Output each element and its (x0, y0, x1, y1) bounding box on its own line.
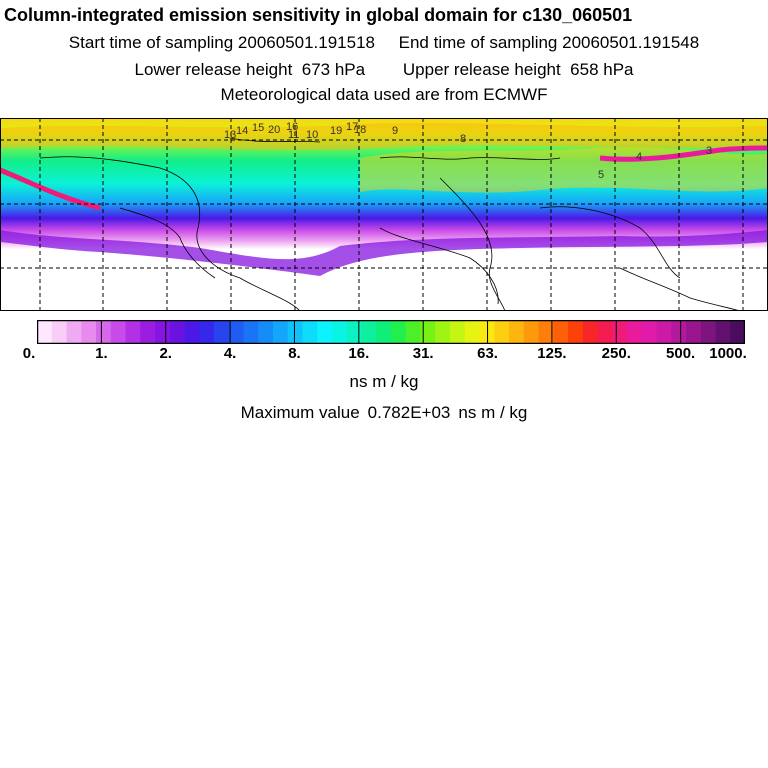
colorbar-cell (391, 320, 407, 344)
colorbar-cell (361, 320, 377, 344)
emission-sensitivity-map: 13 14 15 16 17 18 20 11 10 19 9 8 5 4 3 (0, 118, 768, 311)
colorbar-cell (81, 320, 97, 344)
colorbar-cell (169, 320, 185, 344)
colorbar-tick-label: 4. (223, 345, 237, 362)
colorbar-cell (700, 320, 716, 344)
colorbar-cell (715, 320, 731, 344)
colorbar-cell (199, 320, 215, 344)
colorbar-units: ns m / kg (349, 372, 419, 391)
colorbar-cell (582, 320, 598, 344)
colorbar-tick-label: 500. (666, 345, 696, 362)
colorbar-cell (656, 320, 672, 344)
colorbar-tick-label: 1. (95, 345, 108, 362)
start-time: Start time of sampling 20060501.191518 (68, 33, 376, 52)
colorbar-cell (450, 320, 466, 344)
plume-label: 8 (460, 133, 466, 145)
colorbar-cell (686, 320, 702, 344)
plume-label: 4 (636, 151, 642, 163)
plume-label: 16 (286, 121, 298, 133)
colorbar-cell (302, 320, 318, 344)
colorbar-cell (464, 320, 480, 344)
colorbar-cell (509, 320, 525, 344)
plume-track-east (599, 145, 768, 162)
plume-label: 11 (288, 129, 299, 141)
colorbar-cell (228, 320, 244, 344)
colorbar-cell (494, 320, 510, 344)
colorbar-tick-label: 8. (288, 345, 301, 362)
colorbar-cell (214, 320, 230, 344)
colorbar-cell (51, 320, 67, 344)
plume-label: 13 (224, 129, 236, 141)
plume-label: 3 (706, 145, 712, 157)
max-label: Maximum value (240, 403, 360, 422)
colorbar-cell (435, 320, 451, 344)
colorbar-cell (730, 320, 745, 344)
plume-label: 14 (236, 125, 248, 137)
coastlines (39, 137, 741, 311)
colorbar-cell (96, 320, 112, 344)
colorbar-cell (140, 320, 156, 344)
colorbar-cell (538, 320, 554, 344)
plume-label: 17 (346, 121, 358, 133)
colorbar (37, 320, 745, 344)
colorbar-frame (37, 320, 745, 344)
colorbar-cell (110, 320, 126, 344)
colorbar-cell (243, 320, 259, 344)
colorbar-cell (258, 320, 274, 344)
colorbar-cell (641, 320, 657, 344)
colorbar-tick-label: 250. (601, 345, 631, 362)
plume-label: 9 (392, 125, 398, 137)
colorbar-cell (287, 320, 303, 344)
release-heights: Lower release height 673 hPa Upper relea… (0, 60, 768, 80)
plume-label: 10 (306, 129, 318, 141)
met-data-note: Meteorological data used are from ECMWF (220, 85, 548, 104)
upper-release-height: Upper release height 658 hPa (402, 60, 634, 79)
colorbar-cell (671, 320, 687, 344)
lower-release-height: Lower release height 673 hPa (134, 60, 366, 79)
colorbar-tick-label: 2. (159, 345, 172, 362)
colorbar-cell (597, 320, 613, 344)
colorbar-tick-label: 63. (477, 345, 498, 362)
plume-label: 19 (330, 125, 342, 137)
max-units: ns m / kg (458, 403, 528, 422)
purple-fringe (0, 230, 768, 276)
colorbar-cell (155, 320, 171, 344)
sampling-times: Start time of sampling 20060501.191518 E… (0, 33, 768, 53)
colorbar-cell (37, 320, 53, 344)
colorbar-tick-label: 125. (537, 345, 567, 362)
plume-label: 5 (598, 169, 604, 181)
plume-age-labels: 13 14 15 16 17 18 20 11 10 19 9 8 5 4 3 (224, 121, 712, 181)
colorbar-cell (405, 320, 421, 344)
colorbar-cell (612, 320, 628, 344)
colorbar-tick-label: 31. (412, 345, 434, 362)
northern-high-band (0, 123, 768, 150)
plume-label: 18 (354, 124, 366, 136)
colorbar-cell (553, 320, 569, 344)
plume-label: 20 (268, 124, 280, 136)
colorbar-tick-label: 0. (22, 345, 36, 362)
colorbar-tick-label: 1000. (709, 345, 747, 362)
colorbar-cell (273, 320, 289, 344)
colorbar-cell (523, 320, 539, 344)
colorbar-cell (317, 320, 333, 344)
end-time: End time of sampling 20060501.191548 (398, 33, 700, 52)
colorbar-dividers (100, 320, 682, 344)
colorbar-cell (66, 320, 82, 344)
colorbar-cells (37, 320, 745, 344)
max-value: 0.782E+03 (367, 403, 451, 422)
colorbar-cell (346, 320, 362, 344)
colorbar-cell (125, 320, 141, 344)
colorbar-cell (184, 320, 200, 344)
colorbar-tick-label: 16. (348, 345, 370, 362)
map-title: Column-integrated emission sensitivity i… (4, 5, 633, 25)
colorbar-cell (420, 320, 436, 344)
plume-track-west (0, 167, 101, 211)
plume-label: 15 (252, 122, 264, 134)
colorbar-cell (376, 320, 392, 344)
maximum-value-line: Maximum value 0.782E+03 ns m / kg (0, 403, 768, 423)
colorbar-cell (332, 320, 348, 344)
colorbar-cell (568, 320, 584, 344)
colorbar-cell (627, 320, 643, 344)
graticule (0, 118, 768, 311)
